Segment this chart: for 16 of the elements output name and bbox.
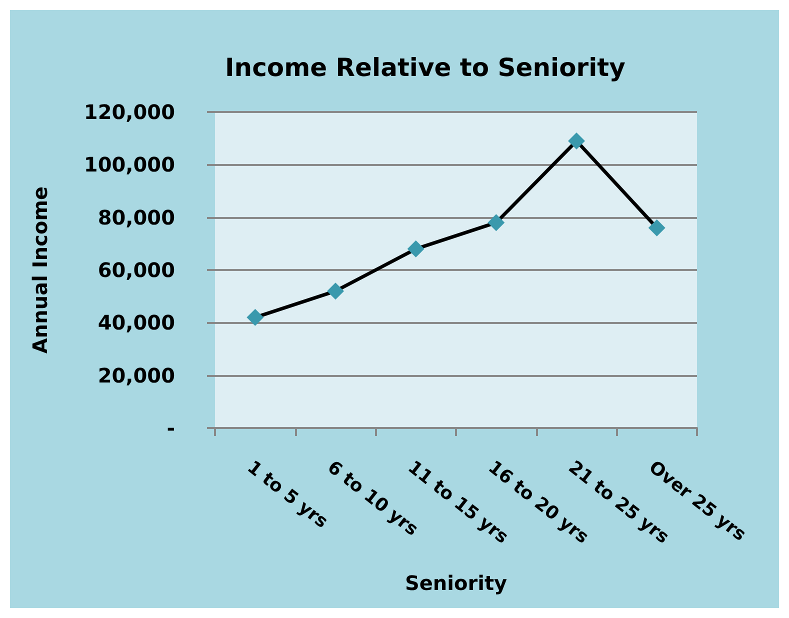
y-tick-label: 100,000 (84, 152, 175, 177)
x-axis-title: Seniority (404, 571, 508, 595)
y-tick-label: - (166, 416, 175, 440)
point (488, 214, 505, 232)
y-tick-label: 120,000 (84, 100, 175, 124)
y-tick-label: 40,000 (98, 310, 175, 335)
point (648, 219, 666, 236)
y-tick-label: 20,000 (98, 363, 175, 388)
point (568, 132, 585, 150)
y-tick-label: 80,000 (98, 205, 175, 230)
chart-title: Income Relative to Seniority (225, 53, 626, 82)
y-tick-label: 60,000 (98, 258, 175, 282)
point (407, 240, 424, 258)
point (327, 282, 344, 300)
y-axis-title: Annual Income (28, 186, 52, 354)
point (246, 308, 264, 326)
